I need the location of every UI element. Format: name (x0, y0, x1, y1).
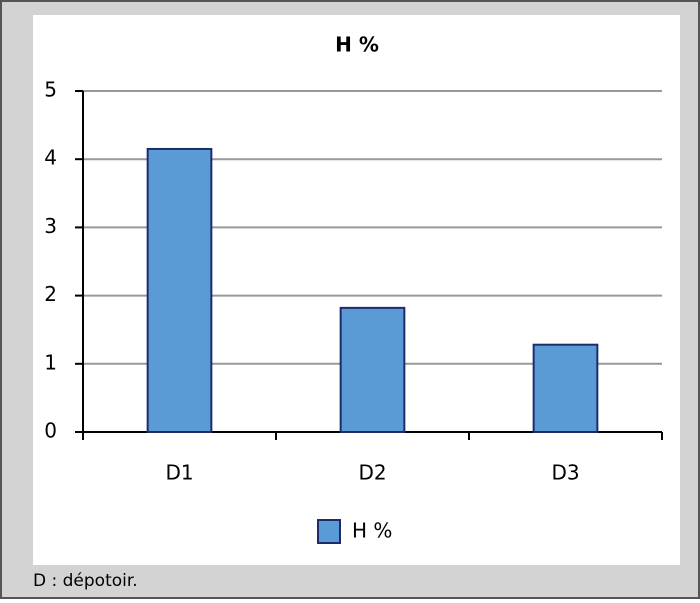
x-tick-label: D1 (165, 461, 193, 485)
y-tick-label: 0 (44, 419, 57, 443)
plot-panel (33, 15, 680, 565)
chart-title: H % (335, 33, 379, 57)
y-tick-label: 4 (44, 146, 57, 170)
y-tick-label: 3 (44, 214, 57, 238)
legend-swatch (317, 519, 341, 544)
bar (532, 343, 599, 434)
bar (339, 306, 406, 434)
legend-label: H % (352, 519, 392, 543)
x-tick-label: D3 (551, 461, 579, 485)
y-tick-label: 5 (44, 78, 57, 102)
bar (146, 147, 213, 433)
footnote: D : dépotoir. (33, 571, 138, 591)
y-tick-label: 2 (44, 282, 57, 306)
y-tick-label: 1 (44, 350, 57, 374)
x-tick-label: D2 (358, 461, 386, 485)
